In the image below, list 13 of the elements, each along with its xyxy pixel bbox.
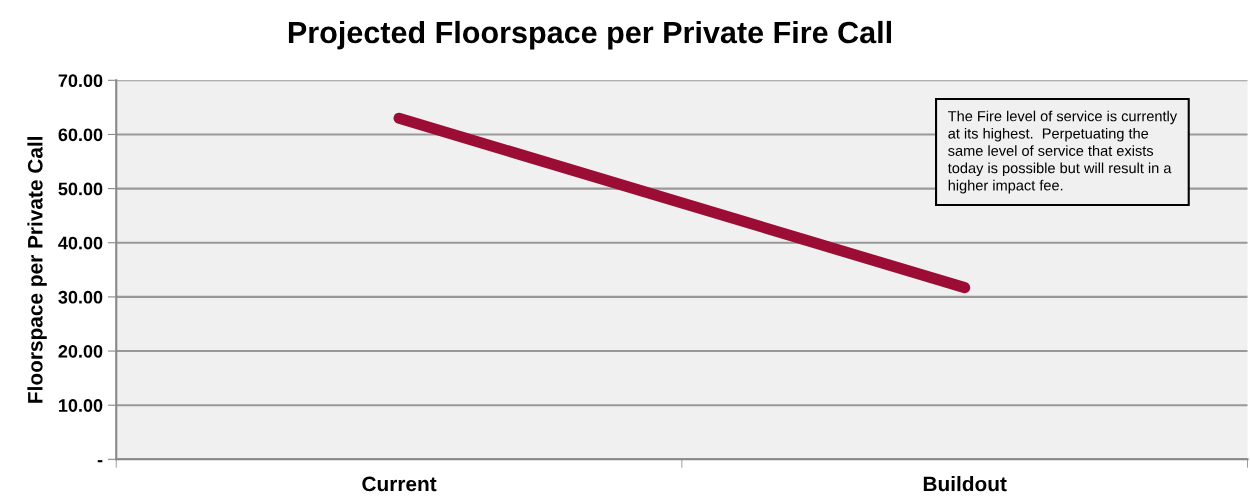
x-tick-label: Current <box>362 476 437 492</box>
y-tick-label: 10.00 <box>59 399 103 412</box>
x-tick-label: Buildout <box>923 476 1007 492</box>
y-tick-label: 30.00 <box>58 290 103 304</box>
y-tick-label: 70.00 <box>58 74 103 88</box>
chart-title: Projected Floorspace per Private Fire Call <box>288 20 891 50</box>
annotation: The Fire level of service is currently at its highest. Perpetuating the same level of service that exists today is possible but will result in a higher impact fee. <box>947 110 1178 194</box>
y-tick-label: 50.00 <box>58 182 103 196</box>
y-tick-label: 40.00 <box>58 236 103 250</box>
y-tick-label: 20.00 <box>58 344 103 358</box>
y-axis-title: Floorspace per Private Call <box>27 136 47 403</box>
y-tick-label: 60.00 <box>58 128 103 142</box>
y-tick-label: - <box>97 460 103 463</box>
